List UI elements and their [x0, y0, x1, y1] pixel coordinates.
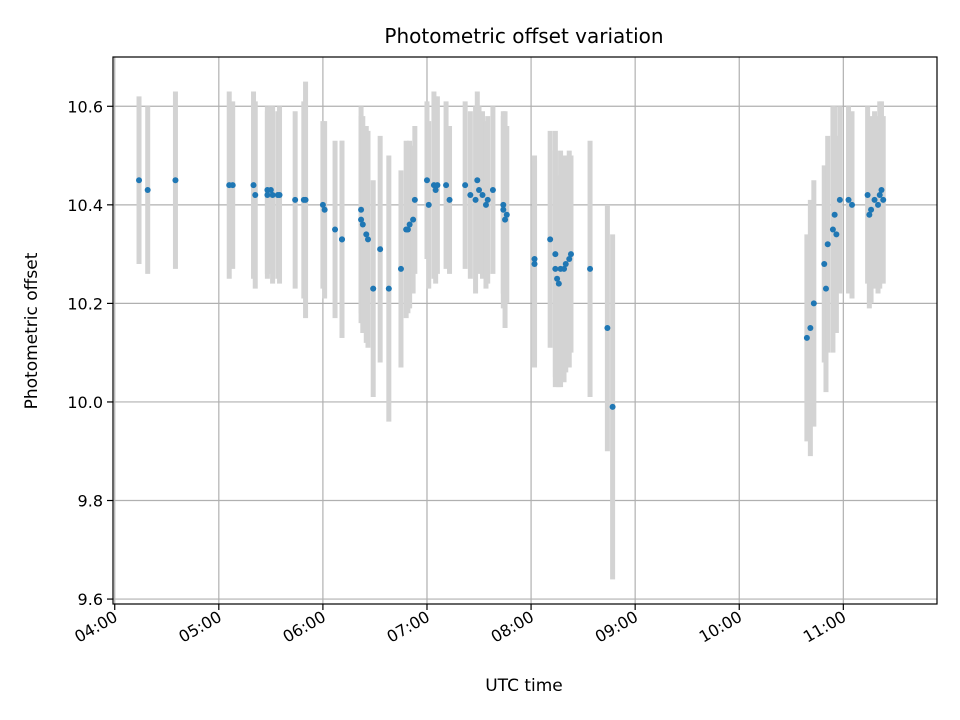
data-point	[479, 191, 486, 198]
data-point	[829, 226, 836, 233]
data-point	[404, 226, 411, 233]
data-point	[397, 265, 404, 272]
data-point	[423, 177, 430, 184]
data-point	[484, 196, 491, 203]
data-point	[555, 280, 562, 287]
data-point	[848, 201, 855, 208]
data-point	[446, 196, 453, 203]
y-tick-label: 10.0	[67, 393, 103, 412]
data-point	[822, 285, 829, 292]
data-point	[866, 211, 873, 218]
data-point	[878, 187, 885, 194]
data-point	[604, 325, 611, 332]
y-tick-label: 10.6	[67, 97, 103, 116]
plot-frame	[112, 56, 938, 605]
data-point	[136, 177, 143, 184]
data-point	[358, 216, 365, 223]
data-point	[821, 260, 828, 267]
data-point	[875, 201, 882, 208]
data-point	[864, 191, 871, 198]
data-point	[503, 211, 510, 218]
data-point	[489, 187, 496, 194]
y-axis-ticks: 9.6 9.8 10.0 10.2 10.4 10.6	[67, 97, 113, 609]
data-point	[547, 236, 554, 243]
data-point	[482, 201, 489, 208]
y-tick-label: 9.6	[78, 590, 103, 609]
data-point	[587, 265, 594, 272]
data-point	[552, 251, 559, 258]
data-point	[807, 325, 814, 332]
data-point	[319, 201, 326, 208]
data-point	[609, 403, 616, 410]
y-tick-label: 9.8	[78, 492, 103, 511]
data-point	[144, 187, 151, 194]
data-point	[302, 196, 309, 203]
data-point	[474, 177, 481, 184]
data-point	[358, 206, 365, 213]
data-point	[566, 256, 573, 263]
data-point	[562, 260, 569, 267]
data-point	[292, 196, 299, 203]
data-point	[554, 275, 561, 282]
data-point	[500, 201, 507, 208]
data-point	[880, 196, 887, 203]
data-point	[264, 191, 271, 198]
data-point	[377, 246, 384, 253]
data-point	[267, 187, 274, 194]
y-tick-label: 10.4	[67, 196, 103, 215]
data-point	[803, 334, 810, 341]
data-point	[363, 231, 370, 238]
data-point	[338, 236, 345, 243]
data-point	[359, 221, 366, 228]
x-axis-title: UTC time	[485, 676, 563, 696]
data-point	[276, 191, 283, 198]
data-point	[269, 191, 276, 198]
data-point	[836, 196, 843, 203]
y-axis-title: Photometric offset	[22, 252, 42, 409]
data-point	[824, 241, 831, 248]
chart-title: Photometric offset variation	[384, 24, 663, 48]
data-point	[411, 196, 418, 203]
data-point	[467, 191, 474, 198]
data-point	[833, 231, 840, 238]
y-tick-label: 10.2	[67, 294, 103, 313]
data-point	[876, 191, 883, 198]
data-point	[531, 256, 538, 263]
data-point	[434, 182, 441, 189]
data-point	[472, 196, 479, 203]
data-point	[810, 300, 817, 307]
data-point	[567, 251, 574, 258]
data-point	[531, 260, 538, 267]
data-point	[250, 182, 257, 189]
data-point	[365, 236, 372, 243]
data-point	[172, 177, 179, 184]
data-point	[229, 182, 236, 189]
data-point	[462, 182, 469, 189]
data-point	[871, 196, 878, 203]
data-point	[425, 201, 432, 208]
data-point	[552, 265, 559, 272]
data-point	[476, 187, 483, 194]
data-point	[845, 196, 852, 203]
data-point	[831, 211, 838, 218]
data-point	[410, 216, 417, 223]
data-point	[332, 226, 339, 233]
data-point	[432, 187, 439, 194]
data-point	[502, 216, 509, 223]
data-point	[868, 206, 875, 213]
data-point	[500, 206, 507, 213]
data-point	[321, 206, 328, 213]
data-point	[443, 182, 450, 189]
data-point	[561, 265, 568, 272]
data-point	[406, 221, 413, 228]
data-points	[136, 177, 887, 410]
data-point	[370, 285, 377, 292]
data-point	[385, 285, 392, 292]
data-point	[252, 191, 259, 198]
